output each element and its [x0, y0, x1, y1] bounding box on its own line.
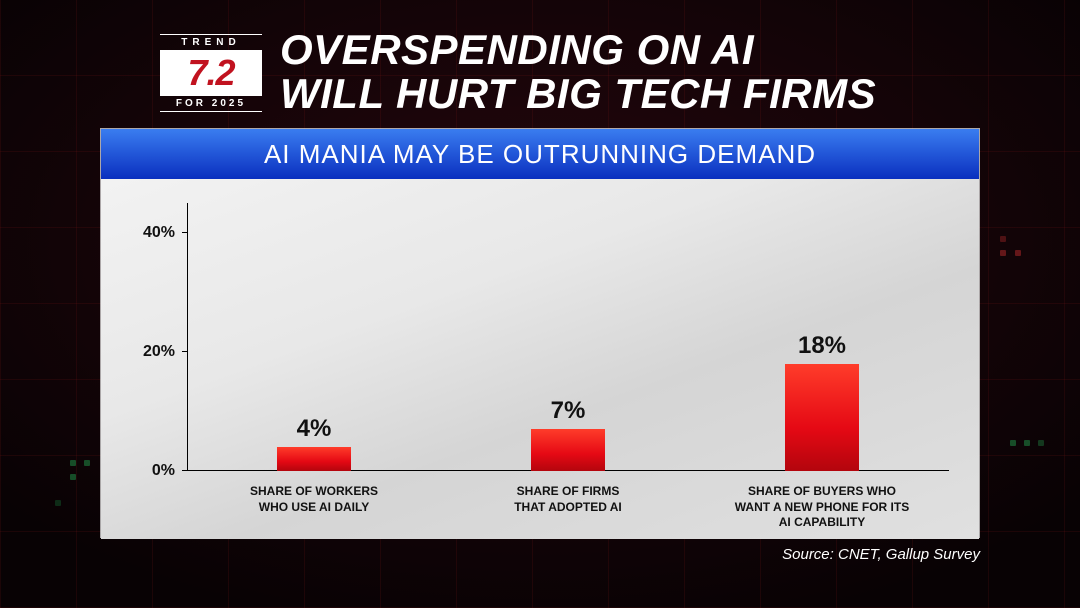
x-label-1: SHARE OF FIRMS THAT ADOPTED AI	[441, 484, 695, 531]
trend-badge-number: 7.2	[160, 51, 262, 95]
bar-1	[531, 429, 605, 471]
bar-slot-0: 4%	[187, 203, 441, 471]
plot-area: 0% 20% 40% 4% 7% 18%	[187, 203, 949, 471]
headline-line-2: WILL HURT BIG TECH FIRMS	[280, 72, 876, 116]
bar-slot-2: 18%	[695, 203, 949, 471]
bar-0	[277, 447, 351, 471]
chart-title: AI MANIA MAY BE OUTRUNNING DEMAND	[101, 129, 979, 179]
bar-value-2: 18%	[798, 332, 846, 360]
x-label-2: SHARE OF BUYERS WHO WANT A NEW PHONE FOR…	[695, 484, 949, 531]
x-labels: SHARE OF WORKERS WHO USE AI DAILY SHARE …	[187, 484, 949, 531]
bar-value-1: 7%	[551, 397, 586, 425]
headline: OVERSPENDING ON AI WILL HURT BIG TECH FI…	[280, 28, 876, 116]
headline-line-1: OVERSPENDING ON AI	[280, 28, 876, 72]
bar-2	[785, 364, 859, 471]
trend-badge-bottom: FOR 2025	[160, 95, 262, 112]
bars-container: 4% 7% 18%	[187, 203, 949, 471]
x-label-0: SHARE OF WORKERS WHO USE AI DAILY	[187, 484, 441, 531]
y-tick-label: 20%	[143, 343, 175, 361]
chart-frame: AI MANIA MAY BE OUTRUNNING DEMAND 0% 20%…	[100, 128, 980, 538]
trend-badge-top: TREND	[160, 34, 262, 51]
y-tick-label: 0%	[152, 462, 175, 480]
source-text: Source: CNET, Gallup Survey	[782, 546, 980, 563]
bar-slot-1: 7%	[441, 203, 695, 471]
bar-value-0: 4%	[297, 415, 332, 443]
chart-body: 0% 20% 40% 4% 7% 18%	[101, 179, 979, 539]
trend-badge: TREND 7.2 FOR 2025	[160, 34, 262, 112]
y-tick-label: 40%	[143, 224, 175, 242]
